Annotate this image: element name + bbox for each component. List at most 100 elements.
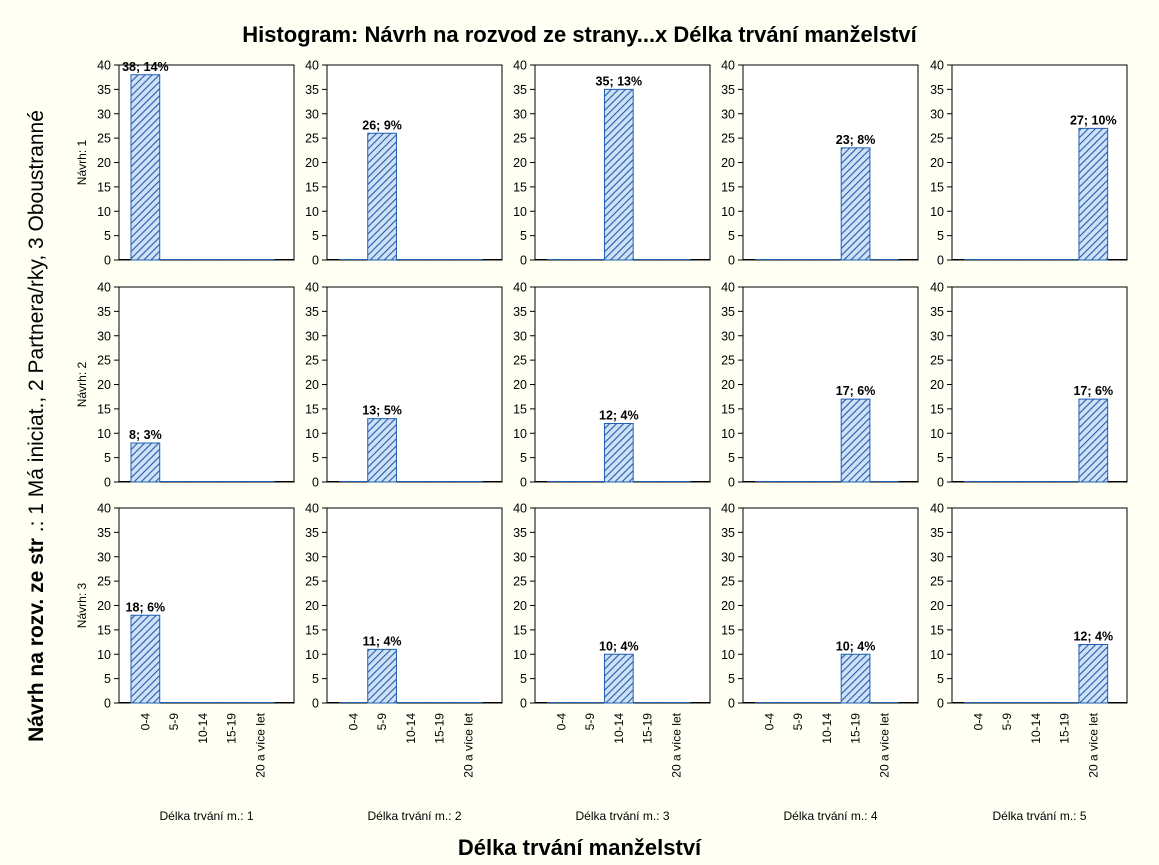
y-tick-label: 20 [305,378,319,392]
y-tick-label: 40 [97,59,111,73]
x-tick-label: 15-19 [433,713,447,744]
bar [130,442,161,483]
y-tick-label: 35 [513,83,527,97]
y-tick-label: 35 [721,83,735,97]
y-tick-label: 5 [728,672,735,686]
y-tick-label: 40 [930,59,944,73]
y-tick-label: 25 [721,354,735,368]
y-tick-label: 20 [930,378,944,392]
y-tick-label: 20 [930,599,944,613]
x-tick-label: 0-4 [346,713,360,731]
y-tick-label: 25 [97,354,111,368]
chart-title: Histogram: Návrh na rozvod ze strany...x… [242,22,917,47]
y-tick-label: 0 [104,254,111,268]
x-tick-label: 10-14 [404,713,418,744]
y-tick-label: 40 [721,502,735,516]
y-tick-label: 20 [721,378,735,392]
y-tick-label: 5 [104,451,111,465]
x-tick-label: 20 a více let [253,712,267,777]
y-tick-label: 10 [513,648,527,662]
y-tick-label: 35 [97,83,111,97]
y-tick-label: 10 [721,205,735,219]
y-tick-label: 15 [721,623,735,637]
x-axis-title: Délka trvání manželství [457,835,702,860]
y-tick-label: 40 [97,502,111,516]
y-tick-label: 30 [97,329,111,343]
y-tick-label: 25 [513,354,527,368]
y-tick-label: 25 [305,354,319,368]
y-tick-label: 10 [305,648,319,662]
y-tick-label: 0 [937,697,944,711]
y-tick-label: 20 [97,156,111,170]
y-tick-label: 15 [721,180,735,194]
data-label: 12; 4% [599,409,639,423]
bar [130,74,161,261]
y-tick-label: 30 [97,107,111,121]
y-tick-label: 40 [930,502,944,516]
y-tick-label: 30 [513,329,527,343]
y-tick-label: 5 [520,672,527,686]
row-label-1: Návrh: 1 [75,140,89,186]
bar [130,614,161,704]
y-tick-label: 25 [721,575,735,589]
y-tick-label: 40 [305,281,319,295]
y-tick-label: 0 [728,476,735,490]
x-tick-label: 20 a více let [1086,712,1100,777]
y-tick-label: 20 [721,156,735,170]
y-tick-label: 20 [721,599,735,613]
y-tick-label: 15 [305,402,319,416]
y-tick-label: 20 [97,599,111,613]
data-label: 13; 5% [362,404,402,418]
row-label-2: Návrh: 2 [75,362,89,408]
bar [603,423,634,483]
x-tick-label: 5-9 [583,713,597,731]
y-tick-label: 30 [721,329,735,343]
y-tick-label: 30 [930,107,944,121]
x-tick-label: 10-14 [820,713,834,744]
y-tick-label: 30 [721,550,735,564]
y-tick-label: 10 [97,648,111,662]
y-tick-label: 40 [305,502,319,516]
bar [367,648,397,704]
y-tick-label: 35 [930,305,944,319]
x-tick-label: 15-19 [849,713,863,744]
y-tick-label: 10 [305,205,319,219]
x-tick-label: 15-19 [641,713,655,744]
y-tick-label: 5 [728,229,735,243]
y-tick-label: 15 [930,402,944,416]
y-tick-label: 40 [930,281,944,295]
bar [840,398,871,483]
y-tick-label: 30 [930,550,944,564]
y-tick-label: 0 [104,476,111,490]
x-tick-label: 10-14 [1029,713,1043,744]
data-label: 17; 6% [836,384,876,398]
panel-frame-r3-c4 [742,507,919,704]
y-tick-label: 0 [104,697,111,711]
column-label-5: Délka trvání m.: 5 [992,809,1086,823]
y-tick-label: 5 [312,229,319,243]
y-tick-label: 40 [513,59,527,73]
x-tick-label: 0-4 [971,713,985,731]
column-label-3: Délka trvání m.: 3 [575,809,669,823]
x-tick-label: 5-9 [791,713,805,731]
y-tick-label: 30 [721,107,735,121]
y-tick-label: 40 [97,281,111,295]
y-tick-label: 35 [97,305,111,319]
bar [1078,127,1109,261]
y-tick-label: 0 [520,697,527,711]
y-tick-label: 30 [513,550,527,564]
y-tick-label: 35 [305,83,319,97]
y-tick-label: 10 [513,205,527,219]
y-tick-label: 25 [721,132,735,146]
x-tick-label: 5-9 [167,713,181,731]
y-tick-label: 15 [97,180,111,194]
y-tick-label: 5 [937,451,944,465]
y-tick-label: 20 [513,378,527,392]
y-tick-label: 5 [104,672,111,686]
y-tick-label: 35 [721,526,735,540]
row-label-3: Návrh: 3 [75,583,89,629]
y-tick-label: 0 [728,254,735,268]
y-tick-label: 25 [305,132,319,146]
y-tick-label: 15 [513,180,527,194]
